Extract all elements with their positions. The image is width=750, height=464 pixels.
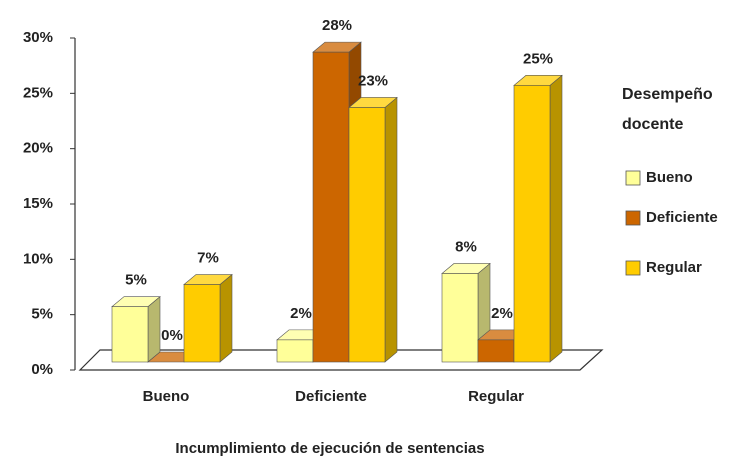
x-axis-title: Incumplimiento de ejecución de sentencia…: [175, 440, 484, 457]
value-label: 7%: [197, 250, 219, 267]
bar: [513, 85, 551, 363]
y-tick-label: 5%: [31, 306, 53, 323]
value-label: 2%: [290, 305, 312, 322]
value-label: 8%: [455, 238, 477, 255]
bar: [276, 339, 314, 363]
legend-swatch: [625, 210, 641, 226]
bar-side: [219, 273, 233, 363]
y-tick-label: 10%: [23, 250, 53, 267]
legend-label: Bueno: [646, 169, 693, 186]
legend-title: Desempeño docente: [622, 86, 713, 133]
y-tick-label: 30%: [23, 29, 53, 46]
legend-swatch: [625, 260, 641, 276]
y-tick-label: 0%: [31, 361, 53, 378]
legend-swatch: [625, 170, 641, 186]
value-label: 23%: [358, 72, 388, 89]
bar: [183, 284, 221, 363]
y-tick-label: 25%: [23, 84, 53, 101]
bar: [312, 51, 350, 363]
x-tick-label: Bueno: [143, 388, 190, 405]
bar-side: [384, 96, 398, 363]
y-tick-label: 20%: [23, 140, 53, 157]
bar-side: [549, 74, 563, 363]
value-label: 5%: [125, 272, 147, 289]
bar: [348, 107, 386, 363]
bar-side: [147, 296, 161, 363]
x-tick-label: Regular: [468, 388, 524, 405]
value-label: 2%: [491, 305, 513, 322]
legend-title-box: Desempeño docente: [622, 86, 713, 133]
bar: [111, 306, 149, 363]
x-tick-label: Deficiente: [295, 388, 367, 405]
value-label: 28%: [322, 17, 352, 34]
value-label: 0%: [161, 327, 183, 344]
legend-label: Regular: [646, 259, 702, 276]
legend-label: Deficiente: [646, 209, 718, 226]
bar: [477, 339, 515, 363]
value-label: 25%: [523, 50, 553, 67]
bar: [441, 273, 479, 363]
y-tick-label: 15%: [23, 195, 53, 212]
